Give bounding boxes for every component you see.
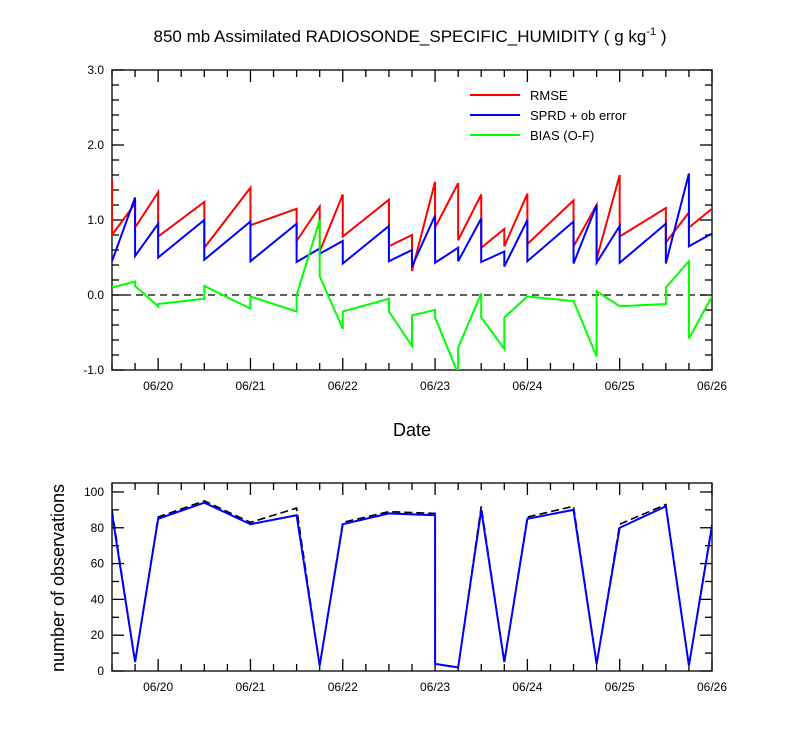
y-tick-label: 1.0 xyxy=(87,213,104,227)
chart-title: 850 mb Assimilated RADIOSONDE_SPECIFIC_H… xyxy=(154,26,667,46)
y-tick-label: -1.0 xyxy=(83,363,104,377)
x-tick-label: 06/23 xyxy=(420,379,450,393)
x-tick-label: 06/26 xyxy=(697,379,727,393)
y-tick-label: 3.0 xyxy=(87,63,104,77)
series-line-bias-o-f xyxy=(112,219,712,370)
x-tick-label: 06/25 xyxy=(605,680,635,694)
x-tick-label: 06/20 xyxy=(143,379,173,393)
x-tick-label: 06/24 xyxy=(512,379,542,393)
plot-frame xyxy=(111,482,713,672)
x-tick-label: 06/26 xyxy=(697,680,727,694)
x-tick-label: 06/23 xyxy=(420,680,450,694)
y-tick-label: 0.0 xyxy=(87,288,104,302)
x-axis-label: Date xyxy=(393,420,431,440)
y-tick-label: 2.0 xyxy=(87,138,104,152)
series-line-sprd-ob-error xyxy=(112,173,712,267)
series-line-used xyxy=(112,501,712,669)
y-tick-label: 100 xyxy=(84,485,104,499)
x-tick-label: 06/25 xyxy=(605,379,635,393)
legend-label: RMSE xyxy=(530,88,568,103)
y-tick-label: 80 xyxy=(91,521,105,535)
x-tick-label: 06/22 xyxy=(328,680,358,694)
y-tick-label: 0 xyxy=(97,664,104,678)
legend-label: BIAS (O-F) xyxy=(530,128,594,143)
x-tick-label: 06/24 xyxy=(512,680,542,694)
bottom-panel: 06/20 06/21 06/22 06/23 06/24 06/25 06/26 0 20 40… xyxy=(84,482,727,694)
legend: RMSE SPRD + ob error BIAS (O-F) xyxy=(470,88,627,143)
y-tick-label: 20 xyxy=(91,628,105,642)
legend-label: SPRD + ob error xyxy=(530,108,627,123)
y-tick-label: 40 xyxy=(91,592,105,606)
x-tick-label: 06/21 xyxy=(235,680,265,694)
y-tick-label: 60 xyxy=(91,557,105,571)
top-panel: 06/20 06/21 06/22 06/23 06/24 06/25 06/26 -1.0 0… xyxy=(83,63,727,393)
x-tick-label: 06/20 xyxy=(143,680,173,694)
x-tick-label: 06/22 xyxy=(328,379,358,393)
y-axis-label-observations: number of observations xyxy=(48,484,68,672)
x-tick-label: 06/21 xyxy=(235,379,265,393)
